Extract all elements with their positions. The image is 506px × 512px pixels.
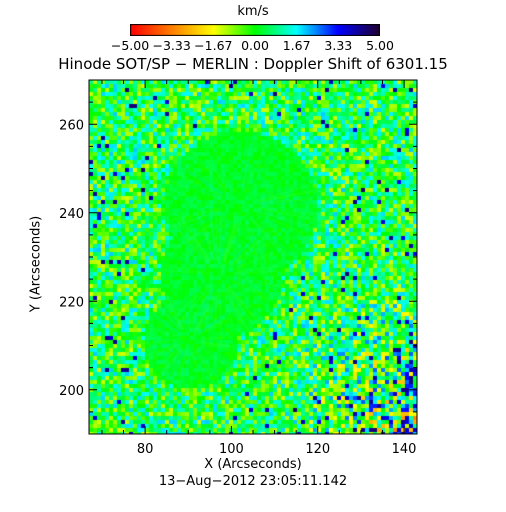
x-tick-label: 120 [305, 442, 330, 457]
colorbar-tick-label: −3.33 [152, 38, 191, 53]
x-tick-label: 100 [219, 442, 244, 457]
plot-title: Hinode SOT/SP − MERLIN : Doppler Shift o… [58, 55, 448, 73]
colorbar-tick-label: 1.67 [282, 38, 311, 53]
colorbar-tick-label: 0.00 [241, 38, 269, 53]
y-tick-label: 220 [59, 295, 84, 310]
y-tick-label: 240 [59, 207, 84, 222]
colorbar-tick-label: −5.00 [110, 38, 150, 53]
x-axis-label: X (Arcseconds) [204, 457, 302, 472]
x-tick-label: 80 [137, 442, 154, 457]
doppler-map-image [89, 80, 417, 434]
axis-ticks: 80 100 120 140 200 220 240 260 [59, 79, 417, 457]
colorbar-tick-labels: −5.00 −3.33 −1.67 0.00 1.67 3.33 5.00 [0, 38, 506, 54]
y-tick-label: 200 [59, 384, 84, 399]
colorbar-tick-label: −1.67 [194, 38, 233, 53]
colorbar [130, 24, 380, 36]
y-axis-label: Y (Arcseconds) [28, 215, 44, 313]
colorbar-unit-label: km/s [237, 4, 269, 19]
x-tick-label: 140 [392, 442, 417, 457]
colorbar-tick-label: 5.00 [366, 38, 394, 53]
observation-timestamp: 13−Aug−2012 23:05:11.142 [158, 474, 348, 489]
y-tick-label: 260 [59, 118, 84, 133]
colorbar-tick-label: 3.33 [324, 38, 353, 53]
